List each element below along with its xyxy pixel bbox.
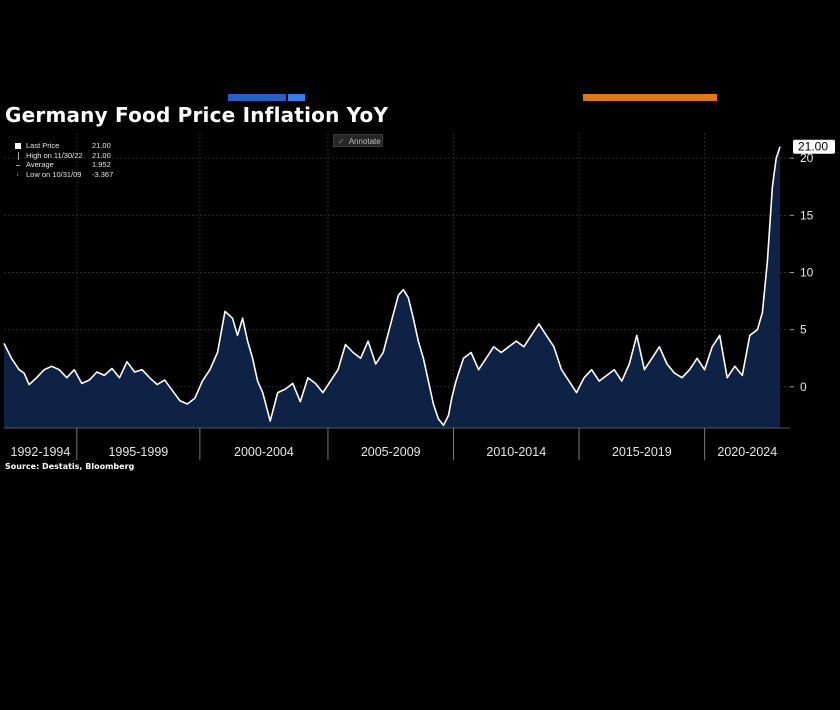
x-tick-label: 1995-1999: [108, 445, 168, 459]
high-marker-icon: [18, 151, 28, 160]
x-tick-label: 2010-2014: [486, 445, 546, 459]
legend-value: 1.952: [92, 160, 111, 169]
y-tick-label: 10: [800, 265, 814, 279]
series-area: [4, 146, 780, 428]
x-tick-label: 2005-2009: [361, 445, 421, 459]
low-marker-icon: ↓: [16, 170, 20, 178]
last-price-label: 21.00: [793, 139, 835, 154]
y-tick-label: 15: [800, 208, 814, 222]
x-axis: 1992-1994 1995-1999 2000-2004 2005-2009 2010…: [4, 427, 790, 460]
annotate-button[interactable]: ✓ Annotate: [333, 134, 383, 147]
toolbar-frequency-select[interactable]: [228, 94, 286, 101]
last-price-badge: [793, 139, 835, 154]
x-tick-label: 2000-2004: [234, 445, 294, 459]
x-tick-label: 2020-2024: [717, 445, 777, 459]
y-axis: 0 5 10 15 20: [790, 151, 814, 394]
average-marker-icon: [16, 165, 20, 174]
annotate-label: Annotate: [348, 137, 381, 146]
legend-label: Low on 10/31/09: [26, 169, 82, 179]
source-note: Source: Destatis, Bloomberg: [5, 462, 135, 471]
chart-title: Germany Food Price Inflation YoY: [5, 103, 389, 127]
legend-label: Last Price: [26, 141, 60, 150]
y-tick-label: 5: [800, 323, 807, 337]
x-tick-label: 1992-1994: [11, 445, 71, 459]
legend-value: -3.367: [92, 169, 114, 179]
legend-label: Average: [26, 160, 54, 169]
square-icon: [15, 142, 21, 149]
toolbar-series-field[interactable]: [583, 94, 717, 101]
x-tick-label: 2015-2019: [612, 445, 672, 459]
y-tick-label: 20: [800, 151, 814, 165]
pencil-icon: ✓: [338, 137, 345, 146]
toolbar-frequency-button[interactable]: [288, 94, 305, 101]
last-price-text: 21.00: [798, 140, 828, 154]
legend-label: High on 11/30/22: [26, 150, 83, 160]
legend-value: 21.00: [92, 150, 111, 160]
legend-value: 21.00: [92, 141, 111, 150]
y-tick-label: 0: [800, 380, 807, 394]
chart-toolbar: [0, 94, 840, 101]
series-line: [3, 146, 781, 427]
